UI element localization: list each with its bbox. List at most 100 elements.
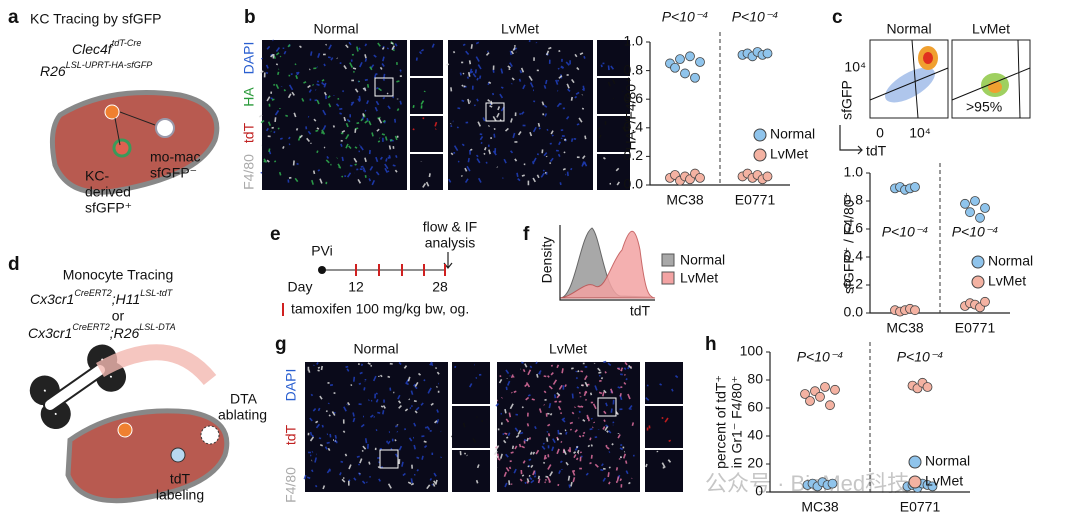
legend-label: Normal xyxy=(770,126,815,142)
panel-title: Monocyte Tracing xyxy=(63,267,174,283)
micrograph xyxy=(497,362,640,492)
gate xyxy=(869,39,1031,119)
micrograph xyxy=(645,406,683,448)
x-tick-label: E0771 xyxy=(735,192,776,208)
liver xyxy=(49,90,220,195)
micrograph-signal xyxy=(420,161,431,188)
dot xyxy=(762,171,773,182)
micrograph-signal xyxy=(415,43,435,61)
dot xyxy=(910,305,920,316)
condition-label: Normal xyxy=(886,21,931,37)
micrograph-signal xyxy=(645,374,679,401)
panel-letter: c xyxy=(832,7,843,28)
legend-label: Normal xyxy=(988,253,1033,269)
p-value: P<10⁻⁴ xyxy=(732,9,779,25)
label: KC- xyxy=(85,168,109,184)
flow-density xyxy=(923,52,933,64)
micrograph-signal xyxy=(454,363,482,388)
genotype: R26LSL-UPRT-HA-sfGFP xyxy=(40,60,152,78)
dot xyxy=(980,296,990,307)
dot xyxy=(820,382,830,392)
condition-label: LvMet xyxy=(549,341,587,357)
micrograph xyxy=(452,406,490,448)
micrograph xyxy=(645,450,683,492)
x-tick-label: MC38 xyxy=(801,499,839,515)
micrograph xyxy=(597,40,630,76)
cell xyxy=(170,447,186,463)
micrograph-signal xyxy=(459,451,480,484)
micrograph-signal xyxy=(597,121,627,139)
panel-letter: g xyxy=(275,334,287,355)
micrograph-signal xyxy=(646,417,672,443)
y-axis-label: percent of tdT⁺ xyxy=(713,375,729,469)
micrograph xyxy=(262,40,407,190)
flow-density xyxy=(885,67,935,103)
legend-label: LvMet xyxy=(925,473,963,489)
p-value: P<10⁻⁴ xyxy=(797,349,844,365)
dot xyxy=(825,400,835,411)
genotype: Cx3cr1CreERT2;H11LSL-tdT xyxy=(30,288,174,306)
tick-label: 0 xyxy=(876,125,884,141)
y-tick-label: 0.6 xyxy=(624,90,644,106)
legend-label: LvMet xyxy=(988,273,1026,289)
label: flow & IF xyxy=(423,219,477,235)
axis-label: tdT xyxy=(866,143,887,159)
y-tick-label: 80 xyxy=(747,371,763,387)
condition-label: Normal xyxy=(353,341,398,357)
micrograph xyxy=(597,154,630,190)
dot xyxy=(980,203,990,213)
p-value: P<10⁻⁴ xyxy=(897,349,944,365)
timeline-start xyxy=(318,266,326,274)
legend-label: Normal xyxy=(925,453,970,469)
micrograph-signal xyxy=(600,62,615,71)
roi-box xyxy=(485,102,505,122)
y-tick-label: 20 xyxy=(747,455,763,471)
dot xyxy=(830,384,840,395)
micrograph-signal xyxy=(260,41,400,185)
roi-box xyxy=(597,397,617,417)
channel-label: tdT xyxy=(241,122,257,143)
micrograph xyxy=(597,78,630,114)
micrograph-signal xyxy=(602,156,620,186)
micrograph xyxy=(410,154,443,190)
dot xyxy=(922,382,933,392)
channel-label: F4/80 xyxy=(283,467,299,503)
label: 28 xyxy=(432,279,448,295)
legend-swatch xyxy=(661,253,675,267)
y-tick-label: 0.2 xyxy=(844,276,864,292)
label: labeling xyxy=(156,487,204,503)
micrograph-signal xyxy=(451,416,484,444)
micrograph-signal xyxy=(495,360,635,488)
gene: R26 xyxy=(40,63,66,79)
dot xyxy=(827,478,838,489)
dot xyxy=(815,391,825,402)
panel-letter: d xyxy=(8,254,20,275)
gene: Cx3cr1 xyxy=(30,291,74,307)
legend-swatch xyxy=(971,275,985,289)
micrograph-signal xyxy=(645,450,672,469)
dot xyxy=(762,48,773,59)
y-tick-label: 0 xyxy=(755,483,763,499)
p-value: P<10⁻⁴ xyxy=(882,224,929,240)
panel-letter: h xyxy=(705,334,717,355)
dot xyxy=(975,212,985,223)
label: sfGFP⁺ xyxy=(85,200,132,216)
micrograph xyxy=(452,362,490,404)
micrograph-signal xyxy=(446,44,587,186)
label: 12 xyxy=(348,279,364,295)
condition-label: Normal xyxy=(313,21,358,37)
legend-swatch xyxy=(753,148,767,162)
density-curve xyxy=(559,230,656,299)
micrograph-signal xyxy=(260,39,402,186)
label: or xyxy=(112,308,125,324)
dot xyxy=(805,396,815,406)
roi-box xyxy=(379,449,399,469)
micrograph-signal xyxy=(412,90,426,109)
dot xyxy=(927,481,938,492)
tamoxifen-dose xyxy=(355,264,446,276)
dot xyxy=(970,196,980,206)
x-tick-label: E0771 xyxy=(955,320,996,336)
dot xyxy=(695,172,705,183)
cell xyxy=(200,425,220,445)
x-tick-label: E0771 xyxy=(900,499,941,515)
